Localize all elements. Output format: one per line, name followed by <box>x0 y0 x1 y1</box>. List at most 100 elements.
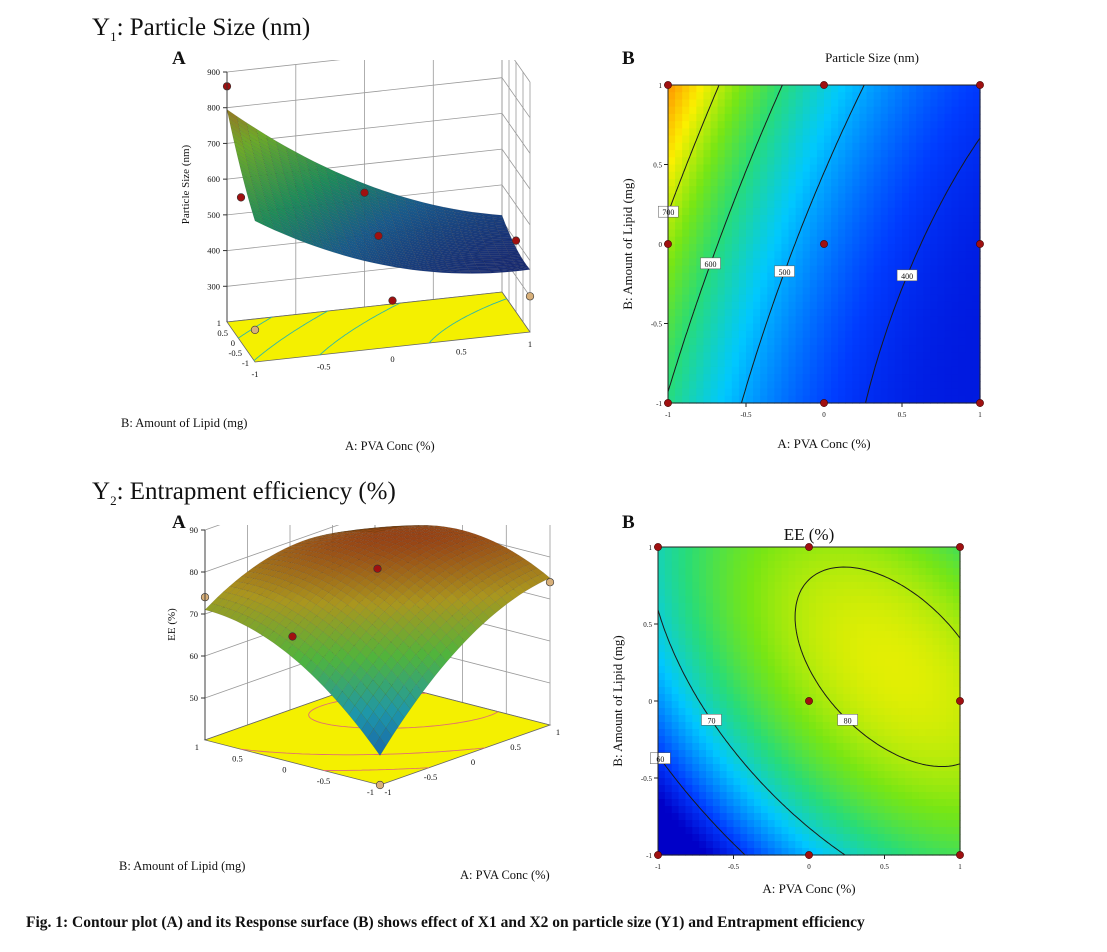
contour-cell <box>671 568 680 576</box>
contour-cell <box>951 323 960 332</box>
contour-cell <box>822 799 831 807</box>
contour-cell <box>710 352 719 361</box>
contour-cell <box>774 841 783 849</box>
contour-cell <box>965 229 974 238</box>
contour-cell <box>838 92 846 101</box>
contour-cell <box>689 135 697 144</box>
contour-cell <box>802 280 811 288</box>
contour-cell <box>822 575 831 583</box>
contour-cell <box>774 610 783 618</box>
contour-cell <box>809 287 818 296</box>
contour-cell <box>795 352 804 361</box>
contour-cell <box>894 280 903 288</box>
contour-cell <box>706 750 714 758</box>
contour-cell <box>909 366 917 375</box>
contour-cell <box>774 128 783 137</box>
contour-cell <box>802 617 810 625</box>
contour-cell <box>706 617 714 625</box>
contour-cell <box>816 352 825 361</box>
contour-cell <box>816 244 825 252</box>
contour-cell <box>795 575 803 583</box>
contour-cell <box>767 554 776 562</box>
contour-cell <box>824 229 832 238</box>
contour-cell <box>724 135 733 144</box>
contour-cell <box>738 265 747 274</box>
contour-cell <box>788 330 797 339</box>
contour-cell <box>788 258 797 267</box>
contour-cell <box>930 171 939 180</box>
contour-cell <box>675 294 683 303</box>
contour-cell <box>668 186 676 195</box>
contour-cell <box>923 150 931 158</box>
contour-cell <box>671 589 680 597</box>
contour-cell <box>671 554 680 562</box>
contour-cell <box>795 294 804 303</box>
contour-cell <box>774 624 783 632</box>
contour-cell <box>678 575 687 583</box>
contour-cell <box>951 352 960 361</box>
contour-cell <box>731 142 740 151</box>
contour-cell <box>738 330 747 339</box>
surface-patch <box>518 268 531 271</box>
contour-cell <box>937 215 946 223</box>
contour-cell <box>850 554 858 562</box>
contour-cell <box>767 547 776 555</box>
contour-cell <box>740 652 748 660</box>
contour-cell <box>965 258 974 267</box>
contour-cell <box>809 673 817 681</box>
contour-cell <box>873 337 882 346</box>
contour-cell <box>887 106 896 115</box>
contour-cell <box>753 171 761 180</box>
contour-cell <box>852 287 861 296</box>
contour-cell <box>843 827 851 835</box>
contour-cell <box>802 215 811 223</box>
contour-cell <box>836 659 844 667</box>
contour-cell <box>894 352 903 361</box>
x-tick-label: 0 <box>471 757 475 767</box>
contour-cell <box>689 207 697 216</box>
contour-cell <box>916 366 924 375</box>
contour-cell <box>873 222 882 231</box>
contour-cell <box>696 106 705 115</box>
z-tick-label: 900 <box>207 67 220 77</box>
contour-cell <box>866 85 875 93</box>
contour-cell <box>951 374 960 382</box>
contour-cell <box>965 287 974 296</box>
contour-cell <box>880 200 889 209</box>
contour-cell <box>873 157 882 166</box>
contour-cell <box>724 85 733 93</box>
contour-cell <box>689 301 697 310</box>
contour-cell <box>710 251 719 260</box>
contour-label-box <box>774 265 795 278</box>
contour-cell <box>909 200 917 209</box>
surface-patch <box>334 573 348 582</box>
contour-cell <box>658 834 666 842</box>
contour-cell <box>719 659 728 667</box>
contour-cell <box>809 722 817 730</box>
contour-cell <box>658 582 666 590</box>
contour-cell <box>843 652 851 660</box>
contour-cell <box>866 99 875 108</box>
contour-cell <box>916 178 924 187</box>
contour-cell <box>972 207 981 216</box>
contour-cell <box>845 309 853 317</box>
contour-cell <box>809 764 817 772</box>
contour-cell <box>760 680 769 688</box>
contour-cell <box>668 171 676 180</box>
contour-cell <box>712 589 721 597</box>
contour-cell <box>873 244 882 252</box>
contour-cell <box>781 596 790 604</box>
contour-cell <box>923 171 931 180</box>
contour-cell <box>795 827 803 835</box>
contour-cell <box>685 806 693 814</box>
contour-cell <box>843 722 851 730</box>
contour-cell <box>916 99 924 108</box>
contour-cell <box>944 207 953 216</box>
contour-cell <box>678 582 687 590</box>
contour-cell <box>857 547 865 555</box>
contour-cell <box>719 631 728 639</box>
contour-cell <box>717 251 726 260</box>
contour-cell <box>857 750 865 758</box>
contour-cell <box>738 294 747 303</box>
contour-cell <box>937 352 946 361</box>
